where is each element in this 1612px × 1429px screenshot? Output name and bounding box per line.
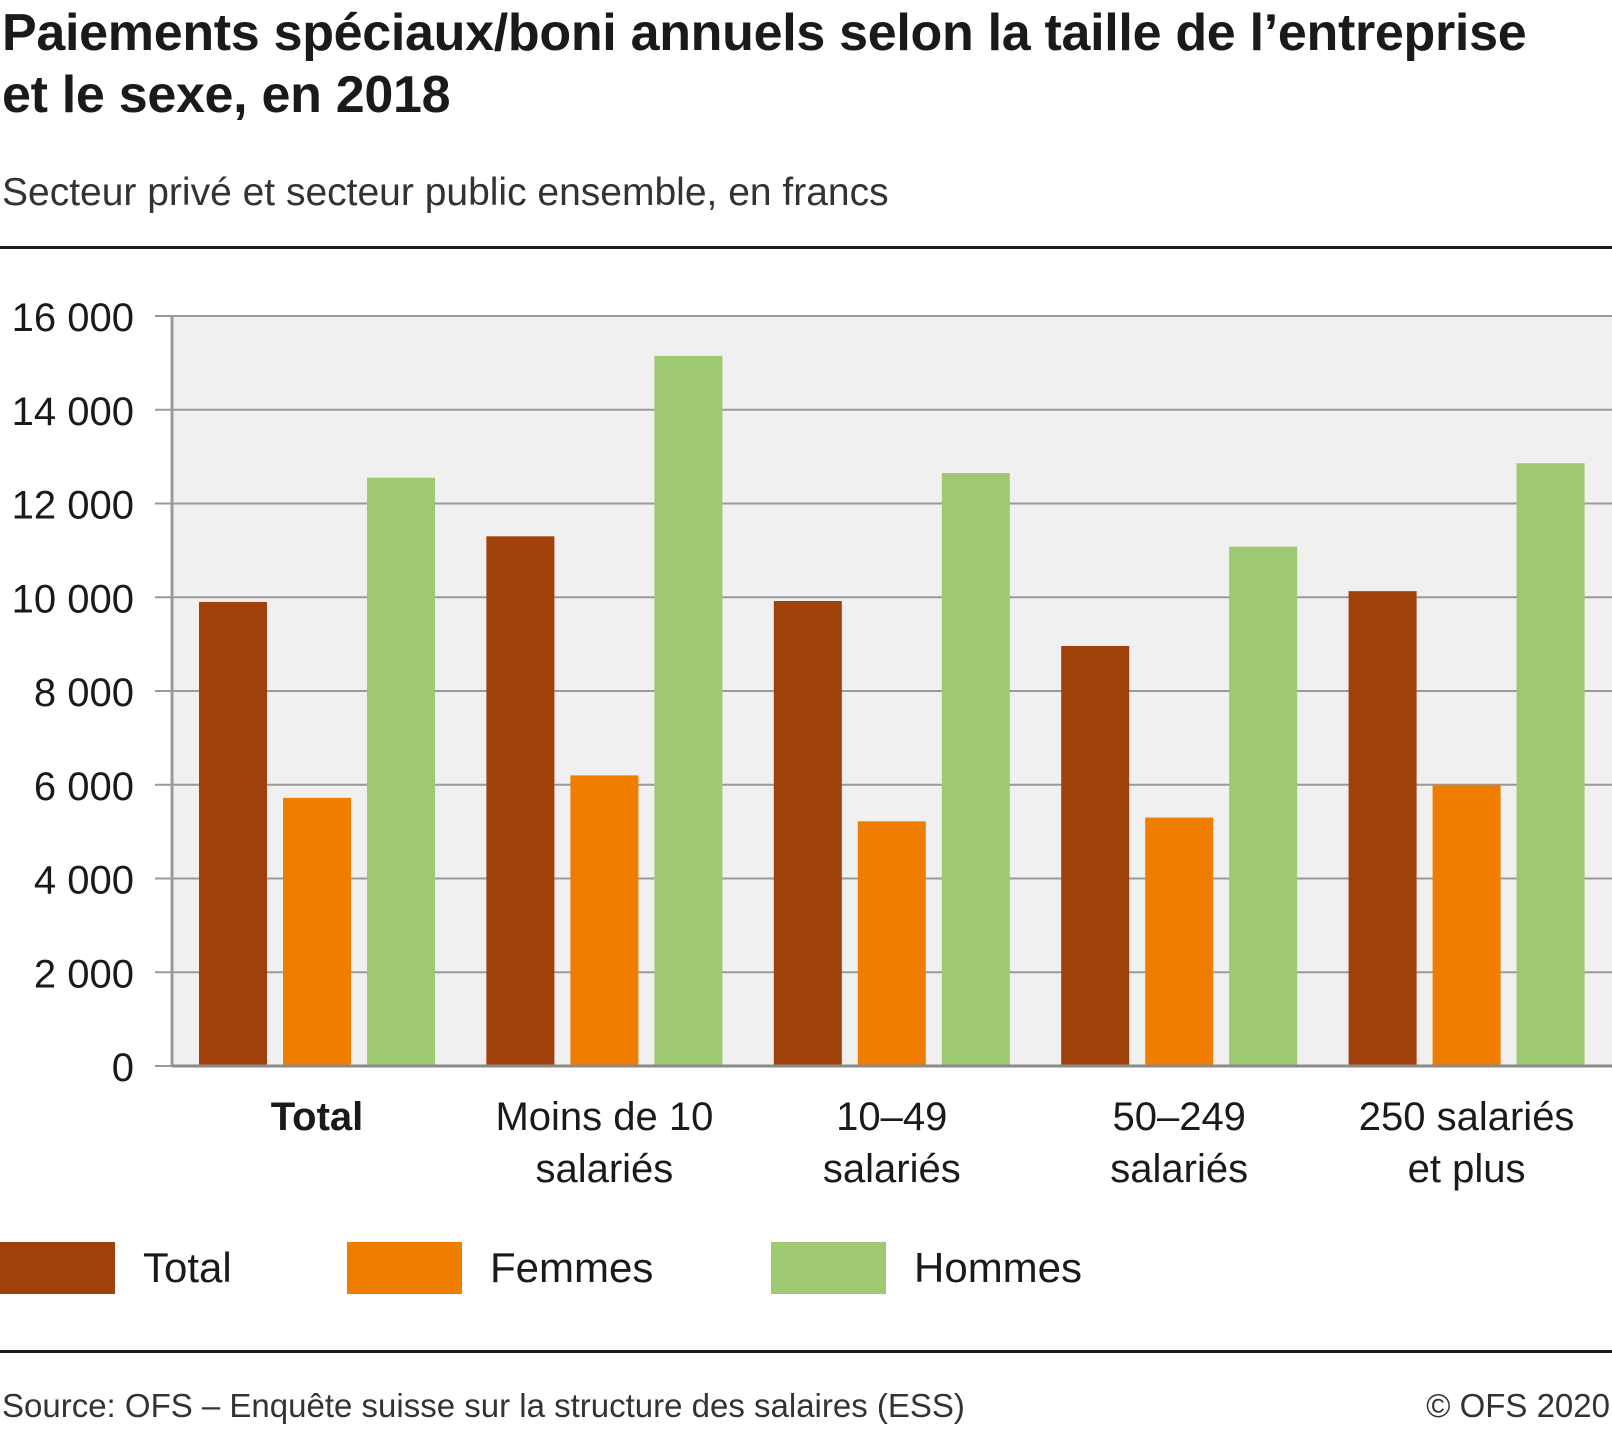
x-category-label: Moins de 10 xyxy=(495,1095,713,1139)
bar-total-3 xyxy=(1061,646,1130,1066)
bar-femmes-1 xyxy=(570,775,639,1066)
x-category-label: salariés xyxy=(1110,1147,1248,1191)
y-tick-label: 12 000 xyxy=(12,484,134,528)
y-tick-label: 6 000 xyxy=(34,765,134,809)
bar-hommes-3 xyxy=(1229,546,1298,1066)
bar-hommes-4 xyxy=(1516,463,1585,1066)
legend-label-total: Total xyxy=(143,1244,232,1291)
bar-total-4 xyxy=(1348,591,1417,1066)
legend-label-femmes: Femmes xyxy=(490,1244,654,1291)
x-category-label: 10–49 xyxy=(836,1095,947,1139)
bar-total-1 xyxy=(486,536,555,1066)
x-category-label: et plus xyxy=(1408,1147,1526,1191)
bar-total-0 xyxy=(199,601,267,1066)
y-tick-label: 8 000 xyxy=(34,671,134,715)
bar-femmes-2 xyxy=(857,821,926,1066)
bar-femmes-4 xyxy=(1432,784,1501,1066)
legend-label-hommes: Hommes xyxy=(914,1244,1083,1291)
copyright-note: © OFS 2020 xyxy=(1426,1387,1610,1424)
bar-chart: 0 2 000 4 000 6 000 8 000 10 000 12 000 14 000 1… xyxy=(12,296,1612,1191)
bar-hommes-0 xyxy=(367,477,435,1066)
y-tick-label: 4 000 xyxy=(34,859,134,903)
legend-swatch-hommes xyxy=(771,1242,886,1294)
bar-hommes-1 xyxy=(654,355,723,1066)
y-tick-label: 16 000 xyxy=(12,296,134,340)
top-divider xyxy=(0,246,1612,249)
source-note: Source: OFS – Enquête suisse sur la stru… xyxy=(2,1387,965,1424)
x-category-label: salariés xyxy=(535,1147,673,1191)
x-category-label: salariés xyxy=(823,1147,961,1191)
bottom-divider xyxy=(0,1350,1612,1353)
bar-femmes-3 xyxy=(1145,817,1214,1066)
x-category-label: 50–249 xyxy=(1112,1095,1245,1139)
chart-subtitle: Secteur privé et secteur public ensemble… xyxy=(2,171,889,214)
chart-title: Paiements spéciaux/boni annuels selon la… xyxy=(2,4,1527,124)
y-tick-label: 2 000 xyxy=(34,952,134,996)
bar-total-2 xyxy=(773,601,842,1066)
x-category-label: Total xyxy=(271,1095,364,1139)
legend-swatch-femmes xyxy=(347,1242,462,1294)
chart-legend: Total Femmes Hommes xyxy=(0,1242,1612,1294)
y-tick-label: 0 xyxy=(112,1046,134,1090)
bar-femmes-0 xyxy=(283,797,351,1066)
y-tick-label: 14 000 xyxy=(12,390,134,434)
bar-hommes-2 xyxy=(941,473,1010,1066)
x-category-label: 250 salariés xyxy=(1359,1095,1575,1139)
y-tick-label: 10 000 xyxy=(12,577,134,621)
legend-swatch-total xyxy=(0,1242,115,1294)
